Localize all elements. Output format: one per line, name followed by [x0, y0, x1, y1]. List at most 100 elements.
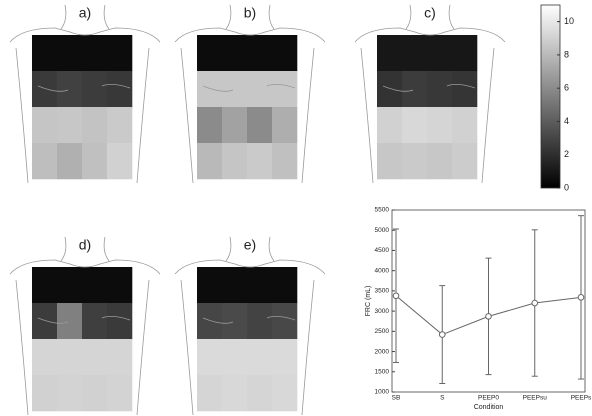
- heatmap-cell: [197, 375, 222, 411]
- heatmap-cell: [57, 375, 82, 411]
- colorbar-tick-label: 2: [564, 149, 569, 159]
- data-point: [393, 293, 399, 299]
- heatmap-cell: [107, 267, 132, 303]
- data-point: [439, 332, 445, 338]
- heatmap-cell: [57, 339, 82, 375]
- heatmap-cell: [197, 35, 222, 71]
- heatmap-cell: [272, 71, 297, 107]
- heatmap-cell: [272, 107, 297, 143]
- heatmap-cell: [82, 303, 107, 339]
- y-tick-label: 5500: [375, 207, 390, 214]
- heatmap-cell: [32, 107, 57, 143]
- heatmap-cell: [82, 375, 107, 411]
- heatmap-cell: [32, 35, 57, 71]
- x-tick-label: PEEPs: [571, 395, 592, 402]
- heatmap-cell: [247, 35, 272, 71]
- heatmap-cell: [32, 267, 57, 303]
- heatmap-cell: [107, 35, 132, 71]
- heatmap-cell: [377, 35, 402, 71]
- heatmap-cell: [197, 143, 222, 179]
- panel-label: d): [79, 237, 91, 253]
- heatmap-cell: [222, 107, 247, 143]
- heatmap-cell: [32, 303, 57, 339]
- heatmap-cell: [222, 303, 247, 339]
- panel-label: c): [424, 5, 436, 21]
- heatmap-cell: [107, 375, 132, 411]
- heatmap-cell: [107, 107, 132, 143]
- heatmap-cell: [452, 35, 477, 71]
- heatmap-cell: [272, 267, 297, 303]
- x-tick-label: PEEP0: [478, 395, 499, 402]
- y-tick-label: 4000: [375, 267, 390, 274]
- heatmap-cell: [32, 375, 57, 411]
- heatmap-cell: [222, 143, 247, 179]
- heatmap-cell: [247, 375, 272, 411]
- heatmap-cell: [222, 339, 247, 375]
- heatmap-cell: [272, 339, 297, 375]
- heatmap-cell: [452, 107, 477, 143]
- heatmap-cell: [57, 303, 82, 339]
- heatmap-cell: [452, 71, 477, 107]
- heatmap-cell: [427, 71, 452, 107]
- y-tick-label: 2000: [375, 348, 390, 355]
- heatmap-cell: [107, 71, 132, 107]
- heatmap-cell: [222, 71, 247, 107]
- colorbar-tick-label: 8: [564, 49, 569, 59]
- colorbar: [541, 5, 560, 188]
- heatmap-cell: [247, 107, 272, 143]
- figure: a)b)c)d)e)024681010001500200025003000350…: [0, 0, 592, 416]
- heatmap-cell: [247, 303, 272, 339]
- heatmap-cell: [222, 35, 247, 71]
- y-tick-label: 5000: [375, 227, 390, 234]
- heatmap-cell: [272, 375, 297, 411]
- y-tick-label: 3000: [375, 308, 390, 315]
- heatmap-cell: [427, 35, 452, 71]
- heatmap-cell: [272, 143, 297, 179]
- heatmap-cell: [272, 35, 297, 71]
- y-tick-label: 4500: [375, 247, 390, 254]
- x-tick-label: SB: [392, 395, 401, 402]
- y-tick-label: 1000: [375, 389, 390, 396]
- heatmap-cell: [32, 339, 57, 375]
- heatmap-cell: [402, 71, 427, 107]
- heatmap-cell: [197, 107, 222, 143]
- heatmap-cell: [222, 375, 247, 411]
- y-tick-label: 2500: [375, 328, 390, 335]
- heatmap-cell: [247, 267, 272, 303]
- heatmap-cell: [427, 143, 452, 179]
- heatmap-cell: [402, 143, 427, 179]
- heatmap-cell: [402, 107, 427, 143]
- data-point: [532, 300, 538, 306]
- data-point: [578, 295, 584, 301]
- heatmap-cell: [427, 107, 452, 143]
- heatmap-cell: [197, 303, 222, 339]
- heatmap-cell: [82, 267, 107, 303]
- colorbar-tick-label: 6: [564, 83, 569, 93]
- heatmap-cell: [377, 143, 402, 179]
- colorbar-tick-label: 0: [564, 182, 569, 192]
- y-tick-label: 1500: [375, 368, 390, 375]
- heatmap-cell: [82, 339, 107, 375]
- heatmap-cell: [377, 107, 402, 143]
- heatmap-cell: [82, 71, 107, 107]
- heatmap-cell: [32, 71, 57, 107]
- x-axis-label: Condition: [474, 404, 504, 411]
- data-point: [486, 314, 492, 320]
- heatmap-cell: [82, 35, 107, 71]
- heatmap-cell: [247, 71, 272, 107]
- x-tick-label: PEEPsu: [523, 395, 548, 402]
- panel-label: b): [244, 5, 256, 21]
- colorbar-tick-label: 4: [564, 116, 569, 126]
- heatmap-cell: [82, 143, 107, 179]
- heatmap-cell: [402, 35, 427, 71]
- heatmap-cell: [57, 267, 82, 303]
- heatmap-cell: [272, 303, 297, 339]
- heatmap-cell: [57, 35, 82, 71]
- heatmap-cell: [107, 143, 132, 179]
- colorbar-tick-label: 10: [564, 16, 574, 26]
- heatmap-cell: [32, 143, 57, 179]
- heatmap-cell: [222, 267, 247, 303]
- heatmap-cell: [197, 267, 222, 303]
- heatmap-cell: [107, 303, 132, 339]
- panel-label: e): [244, 237, 256, 253]
